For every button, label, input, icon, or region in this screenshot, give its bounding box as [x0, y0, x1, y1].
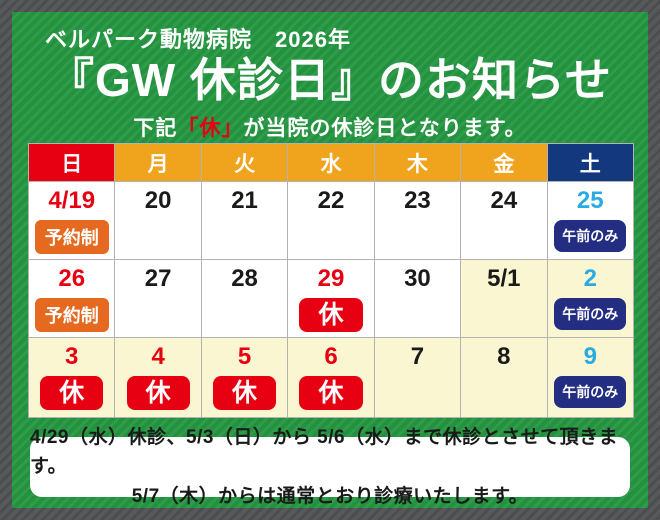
- weekday-header-weekday: 水: [288, 144, 374, 181]
- badge-closed: 休: [299, 297, 363, 332]
- date-number: 21: [231, 187, 258, 214]
- badge-closed: 休: [299, 375, 363, 410]
- subtitle-prefix: 下記: [133, 117, 178, 141]
- weekday-header-weekday: 月: [115, 144, 201, 181]
- calendar-cell: 8: [461, 338, 547, 417]
- date-number: 29: [317, 265, 345, 292]
- badge-closed: 休: [213, 375, 277, 410]
- date-number: 7: [410, 343, 425, 370]
- page-title: 『GW 休診日』のお知らせ: [47, 54, 613, 106]
- date-number: 5/1: [487, 265, 521, 292]
- badge-reserve: 予約制: [34, 219, 109, 254]
- calendar-cell: 2 午前のみ: [547, 260, 633, 337]
- date-number: 30: [404, 265, 431, 292]
- date-number: 23: [404, 187, 431, 214]
- calendar-cell: 24: [461, 182, 547, 259]
- calendar-cell: 30: [374, 260, 461, 337]
- date-number: 22: [317, 187, 345, 214]
- calendar-cell: 20: [115, 182, 201, 259]
- calendar-cell: 28: [201, 260, 288, 337]
- calendar-cell: 4/19 予約制: [29, 182, 115, 259]
- weekday-header-weekday: 金: [461, 144, 547, 181]
- date-number: 20: [144, 187, 172, 214]
- subtitle-closed-highlight: 「休」: [177, 117, 244, 141]
- date-number: 26: [58, 265, 86, 292]
- calendar-cell: 25 午前のみ: [547, 182, 633, 259]
- calendar-cell: 7: [374, 338, 461, 417]
- calendar-cell: 22: [288, 182, 374, 259]
- badge-closed: 休: [40, 375, 104, 410]
- date-number: 25: [576, 187, 604, 214]
- calendar-cell: 5/1: [461, 260, 547, 337]
- date-number: 5: [237, 343, 252, 370]
- date-number: 2: [583, 265, 597, 292]
- date-number: 4: [151, 343, 165, 370]
- calendar-cell: 29 休: [288, 260, 374, 337]
- weekday-header-row: 日月火水木金土: [29, 144, 633, 181]
- calendar-row: 26 予約制 27 28 29 休 30 5/1 2 午前のみ: [29, 260, 633, 337]
- clinic-name-year: ベルパーク動物病院 2026年: [45, 27, 351, 52]
- footer-note: 4/29（水）休診、5/3（日）から 5/6（水）まで休診とさせて頂きます。 5…: [30, 427, 630, 507]
- calendar-cell: 21: [201, 182, 288, 259]
- date-number: 9: [583, 343, 597, 370]
- footer-note-line1: 4/29（水）休診、5/3（日）から 5/6（水）まで休診とさせて頂きます。: [30, 426, 619, 478]
- weekday-header-sun: 日: [29, 144, 115, 181]
- calendar-cell: 9 午前のみ: [547, 338, 633, 417]
- calendar-cell: 27: [115, 260, 201, 337]
- badge-closed: 休: [126, 375, 190, 410]
- weekday-header-weekday: 木: [374, 144, 461, 181]
- badge-morning: 午前のみ: [554, 297, 627, 330]
- date-number: 3: [65, 343, 79, 370]
- footer-note-line2: 5/7（木）からは通常とおり診療いたします。: [131, 485, 529, 507]
- date-number: 24: [490, 187, 518, 214]
- date-number: 4/19: [48, 187, 96, 214]
- date-number: 27: [144, 265, 172, 292]
- date-number: 8: [497, 343, 511, 370]
- badge-morning: 午前のみ: [554, 375, 627, 408]
- weekday-header-weekday: 火: [201, 144, 288, 181]
- calendar-cell: 23: [374, 182, 461, 259]
- subtitle: 下記「休」が当院の休診日となります。: [12, 112, 648, 142]
- calendar-row: 3 休 4 休 5 休 6 休 7 8 9 午前のみ: [29, 338, 633, 417]
- subtitle-suffix: が当院の休診日となります。: [243, 117, 527, 141]
- date-number: 6: [324, 343, 338, 370]
- calendar-cell: 26 予約制: [29, 260, 115, 337]
- badge-morning: 午前のみ: [554, 219, 627, 252]
- calendar: 日月火水木金土 4/19 予約制 20 21 22 23 24 25 午前のみ 26 予約制 27 28…: [28, 143, 634, 418]
- date-number: 28: [231, 265, 258, 292]
- calendar-row: 4/19 予約制 20 21 22 23 24 25 午前のみ: [29, 182, 633, 259]
- weekday-header-sat: 土: [547, 144, 633, 181]
- notice-panel: ベルパーク動物病院 2026年 『GW 休診日』のお知らせ 下記「休」が当院の休…: [12, 12, 648, 508]
- badge-reserve: 予約制: [34, 297, 109, 332]
